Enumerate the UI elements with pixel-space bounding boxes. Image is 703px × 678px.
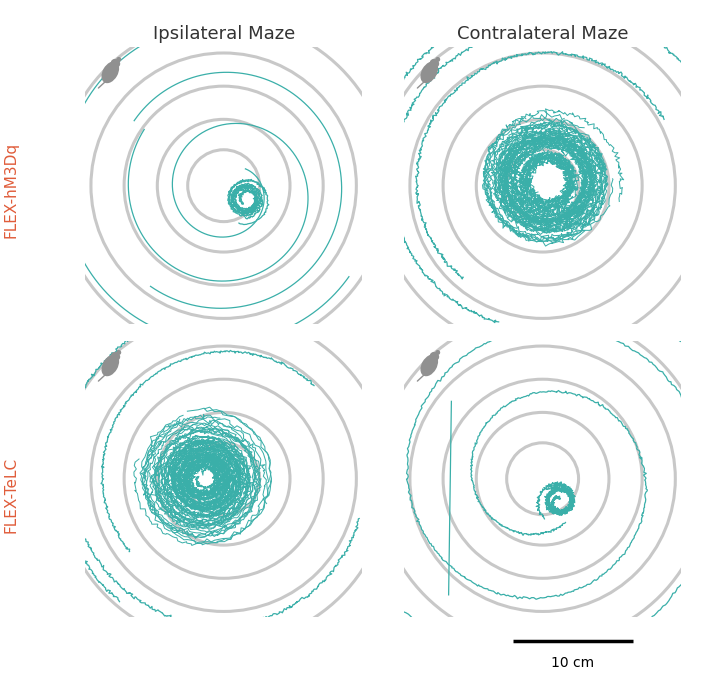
Circle shape: [116, 57, 121, 62]
Title: Contralateral Maze: Contralateral Maze: [457, 25, 628, 43]
Ellipse shape: [101, 355, 119, 376]
Ellipse shape: [111, 352, 120, 361]
Ellipse shape: [111, 59, 120, 68]
Circle shape: [435, 350, 440, 355]
Ellipse shape: [101, 62, 119, 83]
Ellipse shape: [430, 352, 439, 361]
Ellipse shape: [430, 59, 439, 68]
Title: Ipsilateral Maze: Ipsilateral Maze: [153, 25, 295, 43]
Text: FLEX-hM3Dq: FLEX-hM3Dq: [3, 142, 18, 238]
Ellipse shape: [420, 62, 438, 83]
Text: FLEX-TeLC: FLEX-TeLC: [3, 457, 18, 533]
Text: 10 cm: 10 cm: [551, 656, 595, 670]
Ellipse shape: [420, 355, 438, 376]
Circle shape: [435, 57, 440, 62]
Circle shape: [116, 350, 121, 355]
